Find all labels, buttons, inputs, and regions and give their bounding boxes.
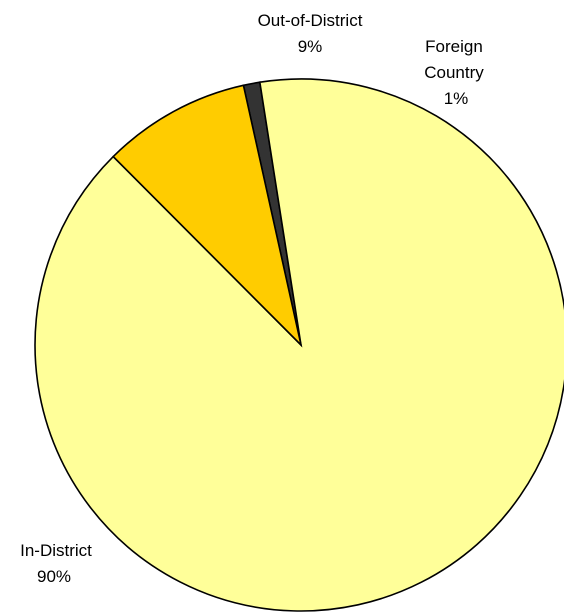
slice-in-district bbox=[34, 78, 564, 612]
slice-label-out-of-district: Out-of-District bbox=[258, 11, 363, 30]
pie-slices bbox=[34, 78, 564, 612]
slice-out-of-district bbox=[112, 84, 303, 348]
slice-value-in-district: 90% bbox=[37, 567, 71, 586]
pie-labels: Out-of-District 9% Foreign Country 1% In… bbox=[20, 11, 484, 586]
slice-label-foreign-line1: Foreign bbox=[425, 37, 483, 56]
slice-value-foreign: 1% bbox=[444, 89, 469, 108]
slice-label-in-district: In-District bbox=[20, 541, 92, 560]
slice-value-out-of-district: 9% bbox=[298, 37, 323, 56]
slice-label-foreign-line2: Country bbox=[424, 63, 484, 82]
